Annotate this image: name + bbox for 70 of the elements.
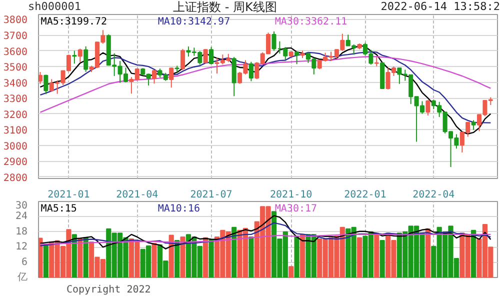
y-tick-label: 12: [15, 242, 28, 253]
y-tick-label: 3800: [3, 15, 28, 26]
bar: [180, 236, 186, 278]
y-tick-label: 3100: [3, 126, 28, 137]
bar: [294, 236, 300, 278]
x-tick-label: 2022-01: [344, 190, 386, 200]
candlestick: [44, 74, 48, 95]
y-tick-label: 3700: [3, 31, 28, 42]
bar: [288, 266, 294, 278]
candlestick: [84, 46, 88, 72]
candlestick: [209, 46, 214, 66]
candlestick: [38, 72, 42, 84]
y-tick-label: 2800: [3, 172, 28, 184]
bar: [83, 237, 88, 278]
text: MA30:17: [274, 204, 318, 214]
candlestick: [471, 120, 476, 130]
text: MA30:3362.11: [274, 16, 348, 28]
candlestick: [294, 50, 300, 65]
text: 2022-06-14 13:58:2: [380, 0, 500, 14]
x-tick-label: 2021-01: [48, 190, 90, 200]
text: MA5:15: [40, 204, 77, 214]
bar: [380, 240, 385, 278]
bar: [425, 228, 430, 278]
x-tick-label: 2021-07: [190, 190, 232, 200]
candlestick: [426, 100, 430, 116]
y-tick-label: 3400: [3, 78, 28, 90]
candlestick: [180, 48, 186, 71]
y-tick-label: 3600: [3, 46, 28, 58]
bar: [72, 234, 77, 278]
bar: [78, 238, 83, 278]
y-tick-label: 30: [15, 200, 28, 212]
bar: [38, 238, 43, 278]
bar: [208, 240, 214, 278]
y-tick-label: 2900: [3, 157, 28, 168]
line-series: [40, 222, 492, 246]
line-series: [40, 234, 492, 245]
text: Copyright 2022: [66, 284, 151, 296]
x-tick-label: 2021-04: [116, 190, 158, 200]
candlestick: [152, 70, 157, 84]
bar: [232, 226, 237, 278]
y-tick-label: 3300: [3, 94, 28, 106]
chart-title: 上证指数 - 周K线图: [173, 0, 277, 14]
x-tick-label: 2022-04: [412, 190, 455, 200]
bar: [168, 234, 174, 278]
y-tick-label: 18: [15, 226, 28, 238]
bar: [374, 232, 380, 278]
y-tick-label: 3500: [3, 62, 28, 74]
candlestick: [78, 48, 82, 63]
y-tick-label: 亿: [16, 272, 28, 283]
text: MA10:3142.97: [158, 16, 230, 28]
bar: [356, 237, 362, 278]
candlestick: [248, 61, 254, 82]
y-tick-label: 24: [15, 211, 28, 222]
bar: [43, 244, 48, 278]
candlestick: [203, 48, 208, 64]
candlestick: [169, 66, 174, 88]
y-tick-label: 3200: [3, 110, 28, 121]
bar: [152, 243, 157, 278]
bar: [248, 236, 254, 278]
line-series: [40, 215, 492, 250]
text: MA5:3199.72: [40, 16, 108, 28]
bar: [300, 234, 306, 278]
chart-subtitle: sh000001: [28, 0, 81, 14]
text: MA10:16: [158, 204, 200, 214]
candlestick: [72, 50, 77, 64]
bar: [203, 237, 208, 278]
x-tick-label: 2021-10: [270, 190, 312, 200]
y-tick-label: 6: [21, 256, 28, 268]
y-tick-label: 3000: [3, 141, 28, 152]
bar: [471, 230, 476, 278]
